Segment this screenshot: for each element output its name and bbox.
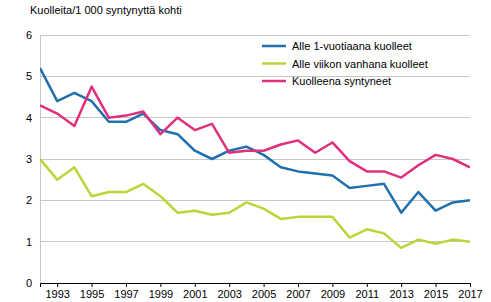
x-tick: 2015 [424, 283, 448, 300]
x-tick-mark [160, 283, 161, 287]
x-tick-label: 2001 [183, 288, 207, 300]
y-tick-label: 1 [26, 236, 32, 248]
x-tick-label: 1999 [149, 288, 173, 300]
y-axis-title: Kuolleita/1 000 syntynyttä kohti [30, 4, 182, 16]
x-tick-mark [264, 283, 265, 287]
x-tick-label: 2011 [355, 288, 379, 300]
y-tick-label: 5 [26, 70, 32, 82]
x-tick: 2007 [286, 283, 310, 300]
y-tick: 0 [26, 277, 40, 289]
x-tick-mark [195, 283, 196, 287]
x-tick-label: 2007 [286, 288, 310, 300]
x-tick-mark [332, 283, 333, 287]
x-tick: 2005 [252, 283, 276, 300]
chart: 0 1 2 3 4 5 6 1993 1995 1997 1999 2001 2003 2005 2007 2… [0, 0, 491, 302]
x-tick: 2011 [355, 283, 379, 300]
x-tick-mark [57, 283, 58, 287]
x-tick: 1997 [114, 283, 138, 300]
y-tick: 6 [26, 29, 40, 41]
y-tick-label: 0 [26, 277, 32, 289]
x-tick: 1993 [45, 283, 69, 300]
x-tick-label: 2015 [424, 288, 448, 300]
x-tick-mark [126, 283, 127, 287]
x-tick-label: 2017 [458, 288, 482, 300]
legend-swatch [262, 80, 286, 83]
grid-line [40, 35, 470, 36]
x-tick: 2003 [217, 283, 241, 300]
x-tick-label: 2005 [252, 288, 276, 300]
x-tick-mark [229, 283, 230, 287]
grid-line [40, 241, 470, 242]
x-tick-label: 1993 [45, 288, 69, 300]
legend-swatch [262, 45, 286, 48]
y-tick: 2 [26, 194, 40, 206]
lines [40, 68, 470, 248]
x-axis-line [41, 284, 471, 288]
x-axis: 1993 1995 1997 1999 2001 2003 2005 2007 2009 2011… [41, 283, 483, 300]
y-tick-label: 4 [26, 112, 32, 124]
y-tick: 1 [26, 236, 40, 248]
x-tick-mark [401, 283, 402, 287]
y-tick: 3 [26, 153, 40, 165]
x-tick: 1999 [149, 283, 173, 300]
legend-swatch [262, 62, 286, 65]
legend-label: Kuolleena syntyneet [292, 75, 391, 87]
y-tick-label: 2 [26, 194, 32, 206]
x-tick-mark [470, 283, 471, 287]
x-tick: 2001 [183, 283, 207, 300]
grid-line [40, 76, 470, 77]
x-tick: 2009 [321, 283, 345, 300]
grid-line [40, 159, 470, 160]
y-axis: 0 1 2 3 4 5 6 [26, 29, 41, 289]
x-tick-label: 2003 [217, 288, 241, 300]
plot: 0 1 2 3 4 5 6 1993 1995 1997 1999 2001 2003 2005 2007 2… [26, 29, 483, 300]
legend: Alle 1-vuotiaana kuolleet Alle viikon van… [262, 40, 428, 87]
legend-label: Alle viikon vanhana kuolleet [292, 58, 428, 70]
y-tick-label: 6 [26, 29, 32, 41]
grid-line [40, 200, 470, 201]
x-tick-label: 2013 [389, 288, 413, 300]
y-tick: 4 [26, 112, 40, 124]
x-tick: 1995 [80, 283, 104, 300]
y-tick: 5 [26, 70, 40, 82]
x-tick-mark [298, 283, 299, 287]
x-tick-mark [92, 283, 93, 287]
series-line [40, 87, 470, 178]
series-line [40, 159, 470, 248]
series-line [40, 68, 470, 213]
x-tick-mark [367, 283, 368, 287]
x-tick-label: 1997 [114, 288, 138, 300]
grid [40, 35, 470, 283]
y-tick-label: 3 [26, 153, 32, 165]
x-tick-label: 1995 [80, 288, 104, 300]
legend-label: Alle 1-vuotiaana kuolleet [292, 40, 412, 52]
x-tick-mark [436, 283, 437, 287]
x-tick-label: 2009 [321, 288, 345, 300]
x-tick: 2013 [389, 283, 413, 300]
x-tick: 2017 [458, 283, 482, 300]
